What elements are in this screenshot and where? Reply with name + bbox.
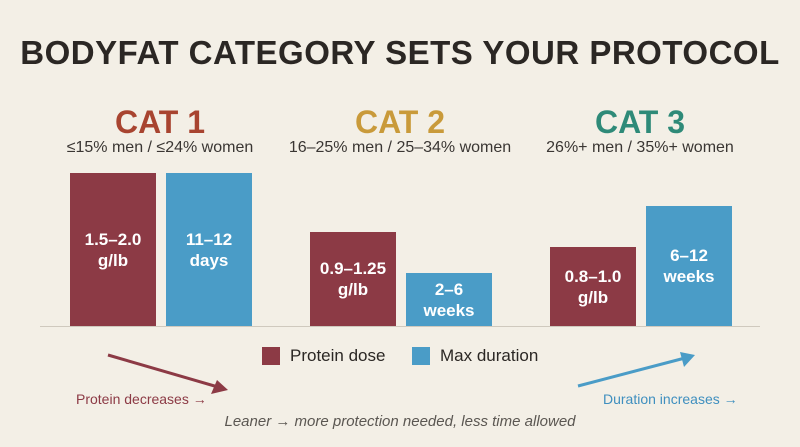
duration-trend-arrow [577, 356, 686, 388]
bar-protein-cat1 [70, 173, 156, 326]
protein-trend-arrow [107, 353, 219, 389]
category-label-cat1: CAT 1 [114, 104, 206, 140]
bar-label-duration-cat3: 6–12 weeks [663, 246, 715, 286]
footer-note: Leaner → more protection needed, less ti… [224, 413, 576, 430]
bar-protein-cat3 [550, 247, 636, 326]
bar-label-protein-cat3: 0.8–1.0 g/lb [564, 266, 622, 307]
category-label-cat2: CAT 2 [354, 104, 446, 140]
baseline [40, 326, 760, 327]
category-subtitle-cat3: 26%+ men / 35%+ women [546, 139, 734, 156]
legend-swatch-protein [262, 347, 280, 365]
legend-swatch-duration [412, 347, 430, 365]
legend-item-protein: Protein dose [262, 346, 385, 366]
legend-label-protein: Protein dose [290, 346, 386, 365]
protein-trend-arrowhead [211, 380, 228, 394]
duration-trend-text: Duration increases → [603, 391, 738, 407]
bar-protein-cat2 [310, 232, 396, 326]
duration-trend-arrowhead [680, 352, 695, 367]
legend-label-duration: Max duration [440, 346, 539, 365]
category-subtitle-cat2: 16–25% men / 25–34% women [288, 139, 512, 156]
protein-trend-text: Protein decreases → [76, 391, 207, 407]
bar-label-protein-cat2: 0.9–1.25 g/lb [319, 259, 387, 299]
chart-title: BODYFAT CATEGORY SETS YOUR PROTOCOL [20, 34, 780, 71]
bar-label-protein-cat1: 1.5–2.0 g/lb [84, 229, 142, 270]
bar-duration-cat1 [166, 173, 252, 326]
bar-label-duration-cat1: 11–12 days [185, 229, 233, 270]
bar-duration-cat2 [406, 273, 492, 326]
category-label-cat3: CAT 3 [594, 104, 686, 140]
bar-label-duration-cat2: 2–6 weeks [423, 279, 475, 320]
bar-duration-cat3 [646, 206, 732, 326]
legend-item-duration: Max duration [412, 346, 538, 366]
category-subtitle-cat1: ≤15% men / ≤24% women [66, 139, 254, 156]
